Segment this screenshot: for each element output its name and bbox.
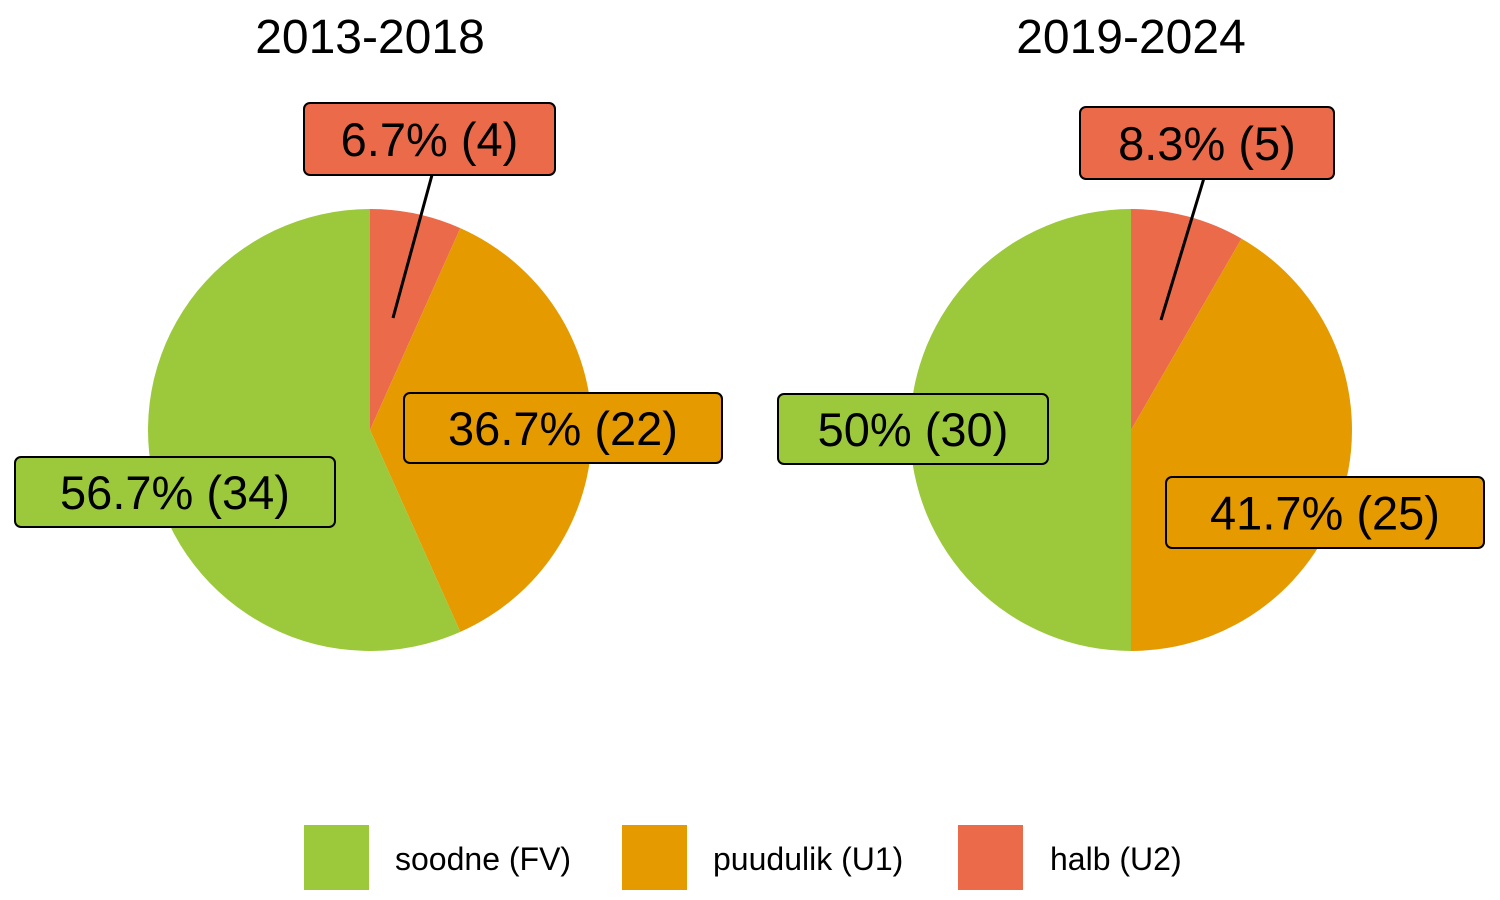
data-label-box [1079,106,1335,180]
data-label-text: 41.7% (25) [1210,487,1440,540]
data-label-puudulik: 41.7% (25) [1165,476,1485,549]
data-label-puudulik: 36.7% (22) [403,392,723,464]
pie-title: 2019-2024 [1016,11,1246,64]
legend-label: soodne (FV) [395,841,571,877]
data-label-box [1165,476,1485,549]
pie-title: 2013-2018 [255,11,485,64]
pie-2013-2018: 2013-2018 56.7% (34) 36.7% (22) 6.7% (4) [14,11,723,652]
pie-slice-halb [370,209,461,430]
data-label-soodne: 56.7% (34) [14,456,336,528]
data-label-box [14,456,336,528]
data-label-halb: 8.3% (5) [1079,106,1335,180]
label-leader-line [391,174,434,319]
legend-swatch [622,825,687,890]
data-label-box [777,393,1049,465]
data-label-text: 56.7% (34) [60,466,290,519]
label-leader-line [1159,177,1206,321]
legend-swatch [304,825,369,890]
pie-2019-2024: 2019-2024 50% (30) 41.7% (25) 8.3% (5) [777,11,1485,651]
data-label-text: 36.7% (22) [448,402,678,455]
pie-slice-soodne [148,209,461,652]
legend: soodne (FV) puudulik (U1) halb (U2) [304,825,1182,890]
legend-label: puudulik (U1) [713,841,903,877]
data-label-text: 6.7% (4) [341,113,519,166]
legend-swatch [958,825,1023,890]
legend-item-soodne: soodne (FV) [304,825,571,890]
legend-label: halb (U2) [1050,841,1182,877]
data-label-box [303,102,556,176]
data-label-halb: 6.7% (4) [303,102,556,176]
data-label-soodne: 50% (30) [777,393,1049,465]
pie-slice-halb [1131,209,1242,430]
data-label-text: 8.3% (5) [1118,117,1296,170]
data-label-text: 50% (30) [818,403,1009,456]
data-label-box [403,392,723,464]
legend-item-halb: halb (U2) [958,825,1182,890]
legend-item-puudulik: puudulik (U1) [622,825,903,890]
